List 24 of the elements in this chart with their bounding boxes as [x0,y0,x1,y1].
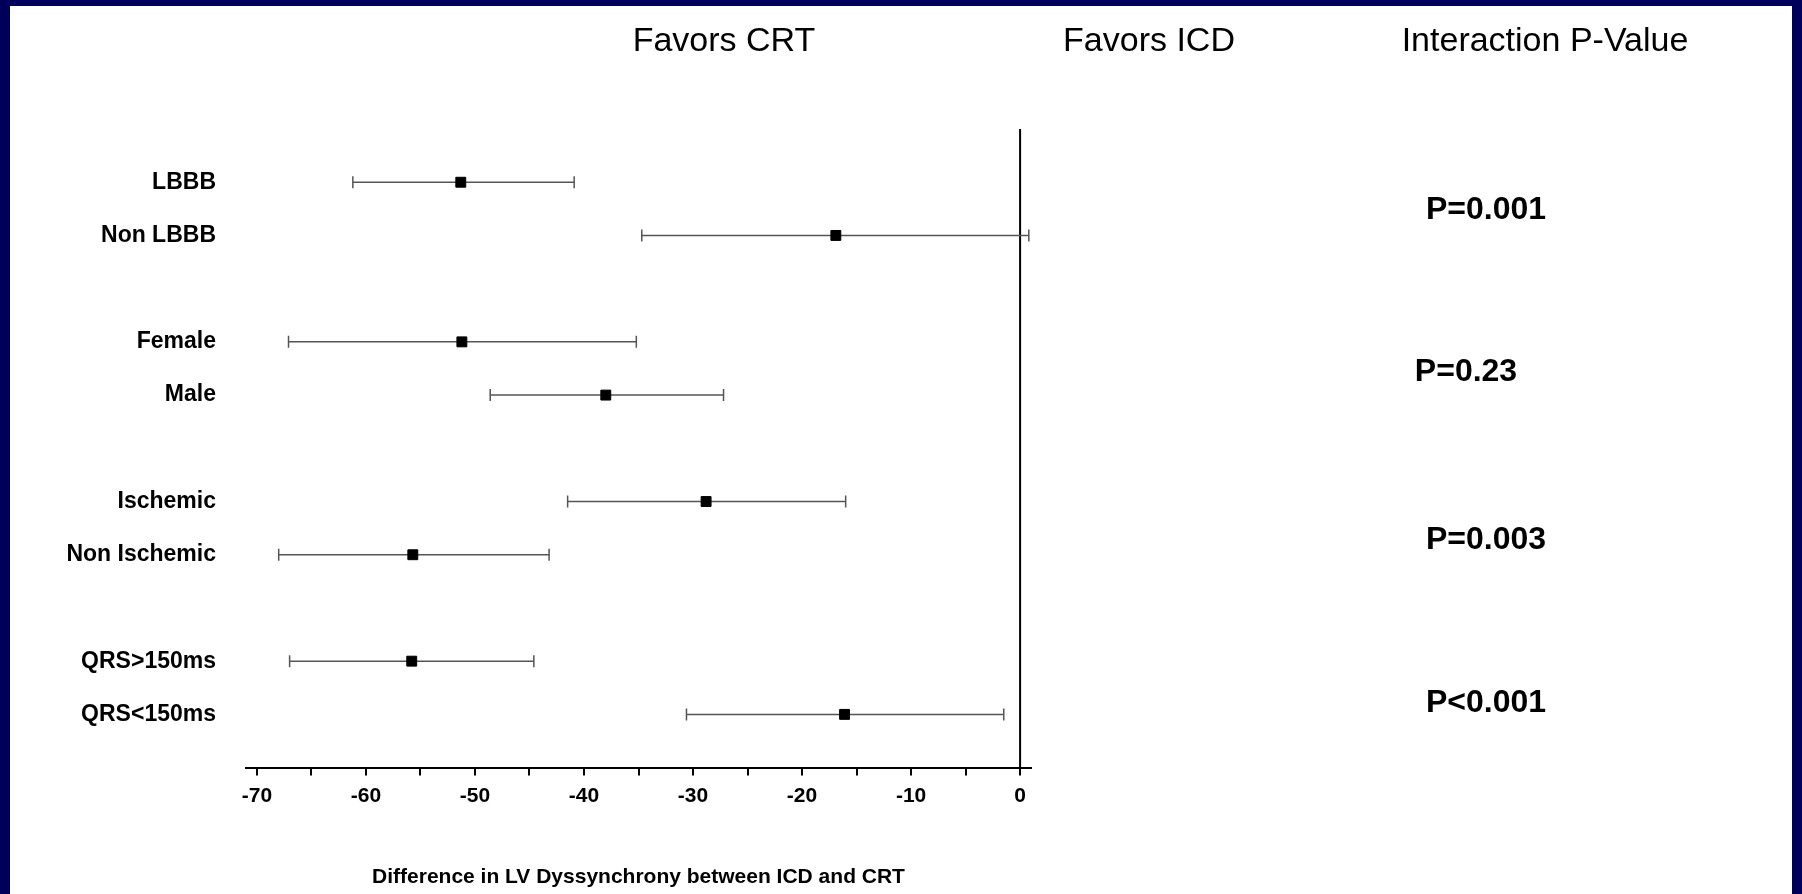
x-axis-title: Difference in LV Dyssynchrony between ICD and CRT [372,864,906,888]
text: Favors ICD [1063,20,1235,59]
y-tick-label: Male [164,380,216,407]
text: Favors CRT [632,20,816,59]
y-tick-label: Female [136,327,216,354]
y-tick-label: LBBB [152,167,216,194]
x-tick-label: -40 [568,783,600,806]
x-tick-label: -10 [895,783,927,806]
x-tick-label: -70 [241,783,273,806]
y-tick-label: QRS>150ms [81,646,216,673]
text: P<0.001 [1425,682,1547,719]
y-tick-label: QRS<150ms [81,699,216,726]
x-tick-label: -20 [786,783,818,806]
x-tick-label: 0 [1014,783,1026,806]
x-tick-label: -50 [459,783,491,806]
text: P=0.003 [1425,519,1547,556]
y-tick-label: Ischemic [117,486,217,513]
x-tick-label: -60 [350,783,382,806]
x-tick-label: -30 [677,783,709,806]
text: P=0.23 [1414,351,1518,388]
y-tick-label: Non Ischemic [66,540,217,567]
y-tick-label: Non LBBB [101,220,216,247]
text: P=0.001 [1425,189,1547,226]
text: Interaction P-Value [1401,20,1689,59]
